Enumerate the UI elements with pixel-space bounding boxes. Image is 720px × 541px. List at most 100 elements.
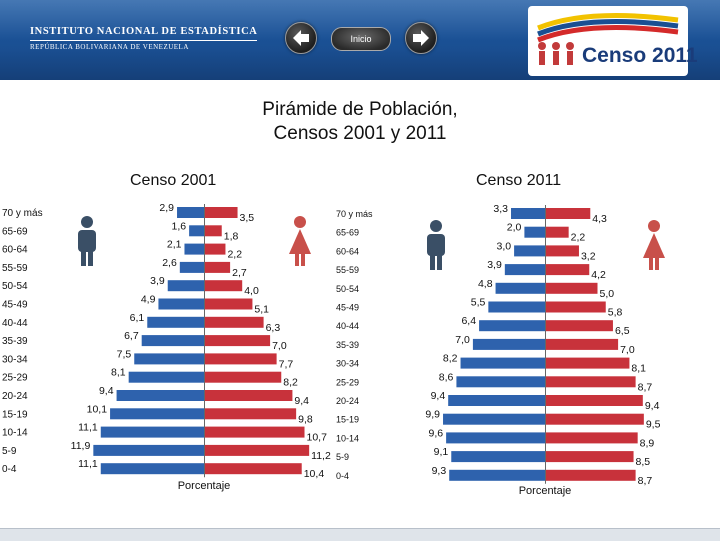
- ine-logo-line1: INSTITUTO NACIONAL DE ESTADÍSTICA: [30, 26, 258, 37]
- value-label-female-11: 9,5: [646, 419, 661, 431]
- bar-female-6: [205, 316, 264, 328]
- bar-female-13: [546, 451, 634, 463]
- footer-bar: [0, 528, 720, 541]
- title-line-1: Pirámide de Población,: [262, 99, 458, 120]
- bar-female-9: [205, 371, 282, 383]
- value-label-female-11: 9,8: [298, 413, 313, 425]
- value-label-male-0: 2,9: [159, 202, 174, 214]
- category-label-11: 15-19: [2, 409, 28, 420]
- category-label-12: 10-14: [336, 433, 359, 443]
- inicio-button[interactable]: Inicio: [331, 27, 391, 51]
- bar-male-14: [449, 469, 545, 481]
- title-line-2: Censos 2001 y 2011: [273, 123, 447, 144]
- value-label-female-3: 4,2: [591, 269, 606, 281]
- bar-male-6: [479, 320, 545, 332]
- pyramid-2001: 70 y más 2,9 3,5 65-69 1,6 1,8 60-64 2,1 2,2 55-5…: [2, 202, 331, 492]
- bar-male-9: [128, 371, 204, 383]
- category-label-6: 40-44: [2, 318, 28, 329]
- category-label-13: 5-9: [336, 452, 349, 462]
- bar-female-5: [205, 298, 253, 310]
- value-label-female-14: 10,4: [304, 468, 325, 480]
- category-label-4: 50-54: [2, 281, 28, 292]
- category-label-5: 45-49: [2, 300, 28, 311]
- bar-female-8: [546, 357, 630, 369]
- ine-logo-line2: REPÚBLICA BOLIVARIANA DE VENEZUELA: [30, 40, 258, 51]
- category-label-10: 20-24: [336, 396, 359, 406]
- bar-male-4: [495, 282, 545, 294]
- bar-female-10: [205, 390, 293, 401]
- category-label-7: 35-39: [336, 340, 359, 350]
- value-label-female-6: 6,5: [615, 325, 630, 337]
- value-label-female-4: 4,0: [244, 285, 259, 297]
- category-label-12: 10-14: [2, 428, 28, 439]
- category-label-8: 30-34: [336, 359, 359, 369]
- chart-2001-title: Censo 2001: [130, 172, 217, 189]
- value-label-female-13: 8,5: [636, 456, 651, 468]
- header-bar: INSTITUTO NACIONAL DE ESTADÍSTICA REPÚBL…: [0, 0, 720, 80]
- bar-female-12: [205, 426, 305, 438]
- back-button[interactable]: [285, 22, 317, 54]
- value-label-male-9: 8,6: [439, 371, 454, 383]
- pyramid-2011: 70 y más 3,3 4,3 65-69 2,0 2,2 60-64 3,0 3,2 55-5…: [336, 203, 661, 497]
- bar-male-4: [167, 280, 204, 292]
- bar-male-7: [472, 338, 545, 350]
- value-label-female-7: 7,0: [620, 344, 635, 356]
- category-label-13: 5-9: [2, 446, 17, 457]
- value-label-female-10: 9,4: [294, 395, 309, 407]
- bar-male-11: [110, 408, 204, 420]
- category-label-0: 70 y más: [2, 208, 43, 219]
- category-label-6: 40-44: [336, 321, 359, 331]
- value-label-male-12: 11,1: [78, 422, 98, 434]
- value-label-male-9: 8,1: [111, 367, 126, 379]
- bar-female-2: [205, 243, 226, 255]
- bar-female-5: [546, 301, 606, 313]
- value-label-female-8: 7,7: [279, 358, 294, 370]
- category-label-11: 15-19: [336, 415, 359, 425]
- bar-male-0: [511, 208, 545, 219]
- value-label-male-11: 9,9: [425, 409, 440, 421]
- female-icon-2011: [643, 220, 665, 270]
- category-label-2: 60-64: [336, 246, 359, 256]
- value-label-female-0: 4,3: [592, 213, 607, 225]
- bar-male-1: [524, 226, 545, 238]
- bar-male-1: [189, 225, 204, 237]
- value-label-female-4: 5,0: [600, 288, 615, 300]
- value-label-male-4: 3,9: [150, 275, 165, 287]
- arrow-left-icon: [293, 30, 309, 46]
- category-label-8: 30-34: [2, 354, 28, 365]
- bar-male-12: [446, 432, 545, 444]
- bar-female-10: [546, 395, 643, 406]
- bar-female-4: [546, 282, 598, 294]
- value-label-male-2: 2,1: [167, 239, 182, 251]
- bar-male-5: [158, 298, 204, 310]
- value-label-female-9: 8,2: [283, 377, 298, 389]
- category-label-14: 0-4: [336, 471, 349, 481]
- bar-female-0: [205, 207, 238, 218]
- category-label-10: 20-24: [2, 391, 28, 402]
- bar-female-0: [546, 208, 591, 219]
- bar-female-9: [546, 376, 636, 388]
- bar-female-6: [546, 320, 613, 332]
- bar-female-3: [546, 264, 590, 276]
- value-label-male-14: 9,3: [432, 465, 447, 477]
- value-label-male-11: 10,1: [87, 403, 108, 415]
- forward-button[interactable]: [405, 22, 437, 54]
- bar-male-3: [179, 261, 204, 273]
- value-label-male-7: 7,0: [455, 334, 470, 346]
- bar-male-12: [100, 426, 204, 438]
- value-label-female-1: 1,8: [224, 230, 239, 242]
- censo-logo: [528, 6, 688, 76]
- bar-male-5: [488, 301, 545, 313]
- category-label-1: 65-69: [336, 228, 359, 238]
- bar-male-10: [116, 390, 204, 401]
- bar-male-8: [134, 353, 204, 365]
- bar-female-8: [205, 353, 277, 365]
- bar-male-3: [504, 264, 545, 276]
- value-label-male-10: 9,4: [431, 390, 446, 402]
- female-icon-2001: [289, 216, 311, 266]
- value-label-male-10: 9,4: [99, 385, 114, 397]
- bar-female-12: [546, 432, 638, 444]
- chart-2011-title: Censo 2011: [476, 172, 562, 189]
- page-title: Pirámide de Población, Censos 2001 y 201…: [180, 98, 540, 146]
